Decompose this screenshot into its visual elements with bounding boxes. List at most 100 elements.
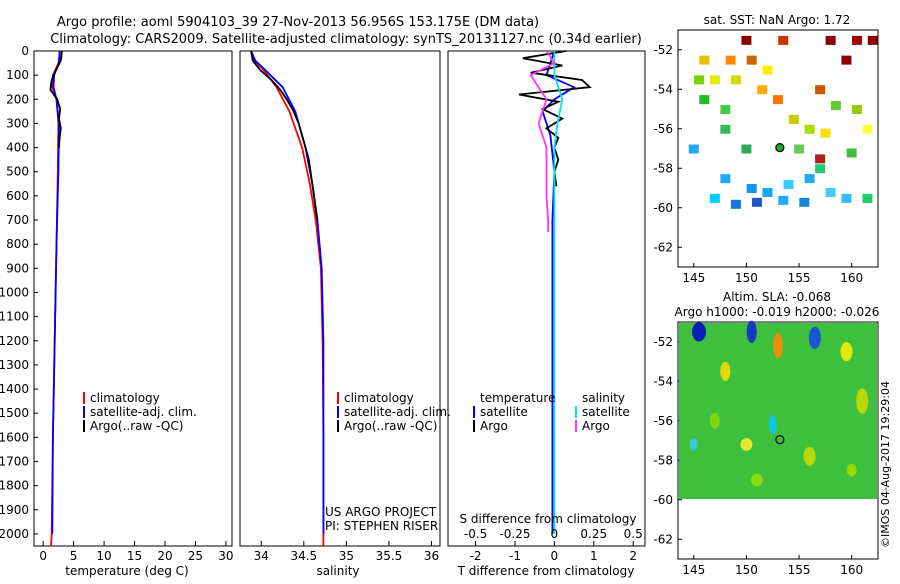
legend-temperature-title: temperature: [480, 391, 555, 405]
series-climatology: [250, 50, 325, 546]
sla-anomaly: [750, 473, 763, 487]
sst-pixel: [862, 124, 873, 134]
sst-pixel: [709, 75, 720, 85]
sst-pixel: [851, 35, 862, 45]
sst-pixel: [841, 193, 852, 203]
y-tick-label: 900: [6, 261, 29, 275]
legend-argo-label: Argo(..raw -QC): [344, 419, 437, 433]
sst-pixel: [751, 197, 762, 207]
sla-map: 145 150 155 160 -52 -54 -56 -58 -60 -62: [653, 320, 877, 577]
sla-map-frame: [677, 321, 879, 560]
sst-pixel: [762, 65, 773, 75]
series-salinity-argo: [529, 50, 556, 233]
difference-plot: -2 -1 0 1 2 -0.5 -0.25 0 0.25 0.5: [464, 50, 643, 563]
sst-pixel: [720, 174, 731, 184]
y-tick-label: 1800: [0, 479, 29, 493]
sst-pixel: [799, 197, 810, 207]
sst-pixel: [709, 193, 720, 203]
y-tick-label: 1500: [0, 406, 29, 420]
legend-s-sat-label: satellite: [582, 405, 630, 419]
y-tick-label: -62: [653, 240, 673, 254]
sst-pixel: [846, 148, 857, 158]
y-tick-label: 1000: [0, 285, 29, 299]
sla-anomaly: [720, 361, 731, 381]
y-tick-label: 1400: [0, 382, 29, 396]
salinity-plot-frame: [239, 50, 441, 547]
x-tick-label: 34.5: [290, 549, 317, 563]
header-line2: Climatology: CARS2009. Satellite-adjuste…: [50, 32, 642, 47]
sst-pixel: [773, 95, 783, 105]
sst-pixel: [730, 75, 741, 85]
y-tick-label: -60: [653, 201, 673, 215]
y-tick-label: 700: [6, 213, 29, 227]
sst-pixel: [783, 180, 794, 190]
sla-map-subtitle: Argo h1000: -0.019 h2000: -0.026: [675, 305, 880, 319]
y-tick-label: 1700: [0, 454, 29, 468]
y-tick-label: -58: [653, 453, 673, 467]
y-tick-label: -56: [653, 414, 673, 428]
imos-watermark: ©IMOS 04-Aug-2017 19:29:04: [879, 381, 892, 548]
y-tick-label: 1100: [0, 310, 29, 324]
y-tick-label: -52: [653, 335, 673, 349]
sst-pixel: [815, 85, 826, 95]
x-tick-label: 25: [188, 549, 203, 563]
sla-anomaly: [746, 320, 757, 344]
sst-pixel: [778, 195, 789, 205]
y-tick-label: 300: [6, 116, 29, 130]
sla-anomaly: [689, 438, 698, 451]
sla-anomaly: [803, 446, 816, 466]
sst-pixel: [788, 114, 799, 124]
x-tick-label: 20: [157, 549, 172, 563]
legend-argo-label: Argo(..raw -QC): [90, 419, 183, 433]
sst-pixel: [825, 187, 836, 197]
sst-pixel: [804, 174, 815, 184]
x-tick-label: 160: [840, 563, 863, 577]
sst-pixel: [841, 55, 852, 65]
y-tick-label: -54: [653, 374, 673, 388]
x2-tick-label: -0.25: [499, 527, 530, 541]
y-tick-label: 2000: [0, 527, 29, 541]
sst-pixel: [815, 154, 826, 164]
temperature-plot-frame: [33, 50, 233, 547]
x2-tick-label: 0: [551, 527, 559, 541]
sla-anomaly: [692, 322, 707, 342]
legend-t-argo-label: Argo: [480, 419, 508, 433]
sst-pixel: [699, 95, 710, 105]
y-tick-label: 800: [6, 237, 29, 251]
sst-pixel: [851, 105, 862, 114]
sst-pixel: [694, 75, 705, 85]
series-satellite-adj-clim-: [51, 50, 61, 534]
x-tick-label: 145: [682, 563, 705, 577]
series-temperature-satellite: [541, 50, 577, 534]
legend-t-sat-label: satellite: [480, 405, 528, 419]
x-tick-label: 35.5: [376, 549, 403, 563]
series-salinity-satellite: [553, 51, 564, 534]
legend-sat-label: satellite-adj. clim.: [90, 405, 197, 419]
y-tick-label: 1300: [0, 358, 29, 372]
x-tick-label: 35: [339, 549, 354, 563]
y-tick-label: -52: [653, 43, 673, 57]
sst-pixel: [725, 55, 736, 65]
legend-clim-label: climatology: [344, 391, 414, 405]
x-tick-label: 2: [629, 549, 637, 563]
sst-pixel: [746, 184, 757, 193]
x-tick-label: 36: [424, 549, 439, 563]
argo-location-marker: [775, 143, 785, 153]
x-tick-label: 0: [551, 549, 559, 563]
sst-pixel: [820, 128, 831, 138]
sst-pixel: [778, 35, 789, 45]
sla-anomaly: [808, 326, 821, 349]
x-tick-label: 30: [218, 549, 233, 563]
x-tick-label: 150: [735, 563, 758, 577]
y-tick-label: 100: [6, 68, 29, 82]
sst-pixel: [741, 35, 752, 45]
sst-pixel: [720, 124, 731, 134]
x2-tick-label: -0.5: [464, 527, 487, 541]
x-tick-label: 10: [96, 549, 111, 563]
sst-map: 145 150 155 160 -52 -54 -56 -58 -60 -62: [653, 35, 878, 285]
sla-map-title: Altim. SLA: -0.068: [723, 290, 831, 304]
sst-pixel: [794, 144, 805, 154]
sla-anomaly: [846, 463, 857, 477]
legend-s-argo-label: Argo: [582, 419, 610, 433]
